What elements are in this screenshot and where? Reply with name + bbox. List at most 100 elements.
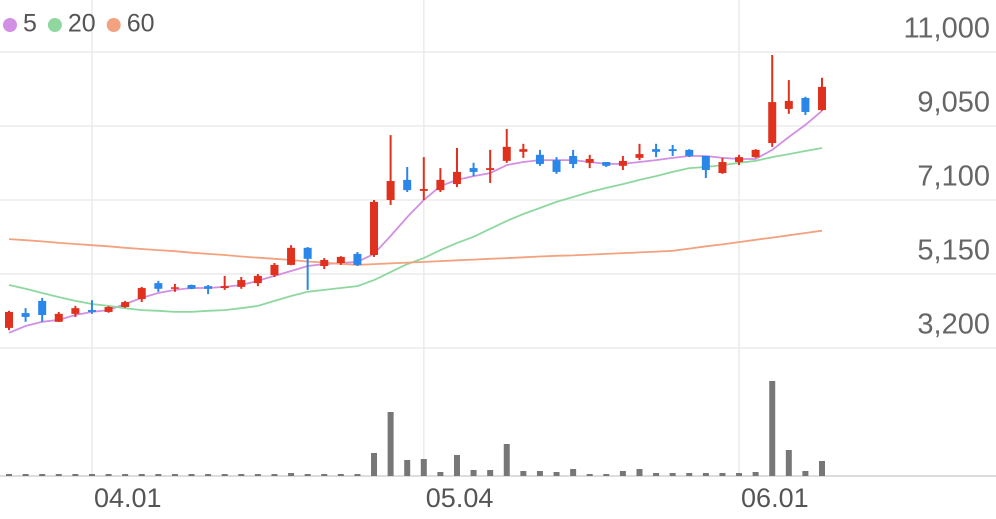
- volume-bar: [470, 470, 477, 476]
- volume-bar: [603, 474, 610, 476]
- x-tick-label: 06.01: [741, 483, 809, 513]
- volume-bar: [354, 474, 361, 476]
- volume-bar: [736, 473, 743, 476]
- candle-body: [54, 313, 63, 322]
- volume-bar: [536, 471, 543, 476]
- candle-body: [452, 171, 461, 185]
- candle-body: [121, 302, 130, 308]
- candle-body: [204, 286, 213, 289]
- candle-body: [287, 247, 296, 265]
- volume-bar: [669, 473, 676, 476]
- candle-body: [237, 280, 246, 287]
- candle-body: [768, 102, 777, 144]
- candle-body: [801, 97, 810, 112]
- candle-body: [170, 287, 179, 289]
- candle-body: [220, 286, 229, 289]
- volume-bar: [288, 473, 295, 476]
- candle-body: [436, 179, 445, 191]
- candle-body: [735, 157, 744, 163]
- candle-body: [668, 149, 677, 152]
- candle-body: [336, 256, 345, 263]
- volume-bar: [453, 455, 460, 476]
- x-tick-label: 04.01: [94, 483, 162, 513]
- candle-body: [21, 313, 30, 317]
- legend-marker: [47, 18, 62, 32]
- x-tick-label: 05.04: [426, 483, 494, 513]
- volume-bar: [802, 471, 809, 476]
- y-tick-label: 3,200: [917, 309, 990, 341]
- candle-body: [303, 247, 312, 259]
- candle-body: [87, 310, 96, 312]
- candle-body: [104, 307, 113, 312]
- candle-body: [685, 149, 694, 156]
- y-tick-label: 7,100: [917, 161, 990, 193]
- volume-bar: [72, 474, 79, 476]
- volume-bar: [122, 474, 129, 476]
- volume-bar: [238, 474, 245, 476]
- volume-bar: [785, 450, 792, 476]
- legend-label: 5: [23, 10, 37, 38]
- candle-body: [602, 162, 611, 166]
- candle-body: [270, 264, 279, 276]
- volume-bar: [520, 471, 527, 476]
- candle-body: [353, 253, 362, 265]
- y-tick-label: 11,000: [903, 13, 990, 45]
- candle-body: [419, 188, 428, 191]
- volume-bar: [719, 473, 726, 476]
- volume-bar: [686, 473, 693, 476]
- volume-bar: [337, 474, 344, 476]
- volume-bar: [55, 474, 62, 476]
- candle-body: [386, 181, 395, 200]
- volume-bar: [254, 474, 261, 476]
- candle-body: [535, 154, 544, 164]
- volume-bar: [304, 474, 311, 476]
- volume-bar: [619, 471, 626, 476]
- candle-body: [635, 154, 644, 158]
- candle-body: [652, 149, 661, 152]
- candle-body: [38, 300, 47, 315]
- candle-body: [469, 168, 478, 172]
- volume-bar: [188, 474, 195, 476]
- volume-bar: [404, 460, 411, 476]
- volume-bar: [653, 473, 660, 476]
- legend-label: 20: [68, 10, 96, 38]
- candle-body: [552, 160, 561, 172]
- candle-body: [486, 168, 495, 171]
- volume-bar: [171, 474, 178, 476]
- candle-body: [519, 149, 528, 152]
- volume-bar: [487, 470, 494, 476]
- candle-body: [784, 100, 793, 109]
- volume-bar: [636, 469, 643, 476]
- volume-bar: [586, 474, 593, 476]
- volume-bar: [553, 472, 560, 476]
- volume-bar: [138, 474, 145, 476]
- volume-bar: [321, 474, 328, 476]
- volume-bar: [437, 472, 444, 476]
- volume-bar: [221, 474, 228, 476]
- candle-body: [569, 155, 578, 164]
- candle-body: [751, 149, 760, 158]
- candle-body: [403, 179, 412, 191]
- candle-body: [137, 288, 146, 300]
- legend-label: 60: [127, 10, 155, 38]
- candle-body: [618, 160, 627, 166]
- volume-bar: [503, 444, 510, 476]
- candle-body: [585, 159, 594, 163]
- y-tick-label: 5,150: [917, 235, 990, 267]
- legend-marker: [106, 18, 121, 32]
- legend-marker: [3, 18, 17, 32]
- candle-body: [5, 311, 13, 328]
- candle-body: [320, 259, 329, 267]
- volume-bar: [387, 412, 394, 476]
- volume-bar: [105, 474, 112, 476]
- volume-bar: [271, 474, 278, 476]
- volume-bar: [22, 474, 29, 476]
- volume-bar: [88, 474, 95, 476]
- volume-bar: [155, 474, 162, 476]
- ma-line: [8, 229, 823, 266]
- candle-body: [701, 155, 710, 171]
- volume-bar: [371, 453, 378, 476]
- volume-bar: [752, 472, 759, 476]
